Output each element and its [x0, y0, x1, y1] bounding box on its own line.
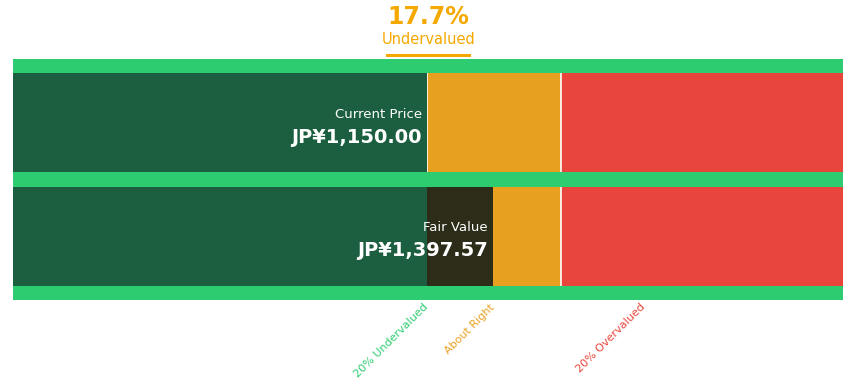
Bar: [561, 59, 842, 300]
Bar: [13, 73, 427, 173]
Text: Current Price: Current Price: [334, 108, 422, 121]
Bar: [13, 187, 492, 286]
Bar: [13, 286, 842, 300]
Text: JP¥1,397.57: JP¥1,397.57: [356, 241, 486, 260]
Text: JP¥1,150.00: JP¥1,150.00: [291, 128, 422, 147]
Text: About Right: About Right: [443, 302, 497, 356]
Bar: [13, 59, 427, 300]
Bar: [13, 173, 842, 187]
Text: Fair Value: Fair Value: [423, 222, 486, 234]
Bar: [427, 187, 492, 286]
Bar: [13, 59, 842, 73]
Text: 20% Overvalued: 20% Overvalued: [573, 302, 647, 375]
Text: 20% Undervalued: 20% Undervalued: [352, 302, 429, 380]
Bar: [427, 59, 561, 300]
Text: 17.7%: 17.7%: [387, 5, 469, 29]
Text: Undervalued: Undervalued: [381, 32, 475, 48]
